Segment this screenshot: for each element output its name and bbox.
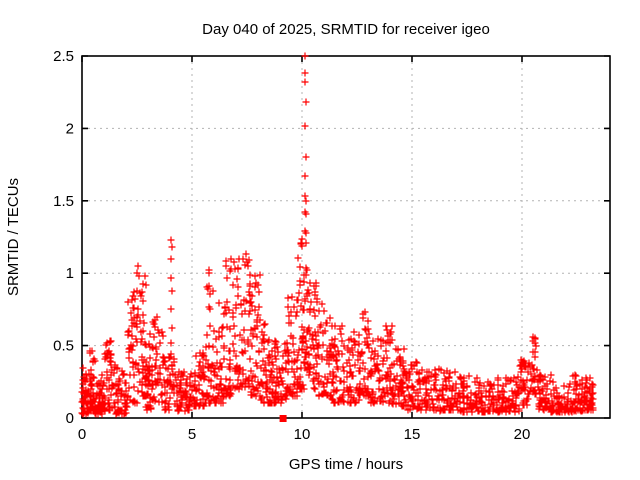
x-axis-label: GPS time / hours bbox=[289, 456, 403, 473]
chart-title: Day 040 of 2025, SRMTID for receiver ige… bbox=[202, 21, 490, 38]
plot-border bbox=[81, 55, 611, 419]
y-tick-labels: 0 0.5 1 1.5 2 2.5 bbox=[53, 48, 74, 427]
x-tick-label: 20 bbox=[514, 426, 531, 443]
x-tick-label: 5 bbox=[188, 426, 196, 443]
plus-markers bbox=[78, 52, 597, 418]
x-tick-label: 0 bbox=[78, 426, 86, 443]
square-marker bbox=[279, 415, 287, 422]
x-tick-label: 15 bbox=[404, 426, 421, 443]
y-tick-label: 0 bbox=[66, 410, 74, 427]
y-tick-label: 0.5 bbox=[53, 338, 74, 355]
y-tick-label: 2 bbox=[66, 120, 74, 137]
y-tick-label: 1.5 bbox=[53, 193, 74, 210]
y-axis-label: SRMTID / TECUs bbox=[5, 178, 22, 296]
y-tick-label: 1 bbox=[66, 265, 74, 282]
x-tick-labels: 0 5 10 15 20 bbox=[78, 426, 531, 443]
y-tick-label: 2.5 bbox=[53, 48, 74, 65]
x-tick-label: 10 bbox=[294, 426, 311, 443]
data-points bbox=[78, 52, 597, 422]
